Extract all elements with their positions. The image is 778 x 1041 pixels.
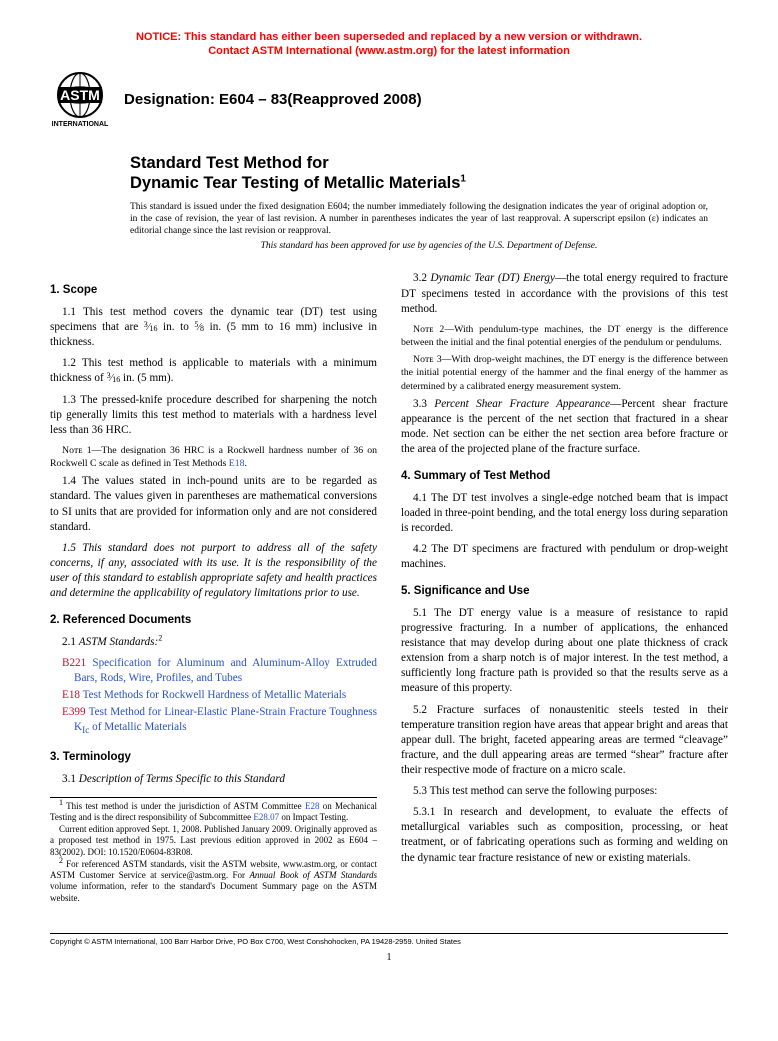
footnote-1: 1 This test method is under the jurisdic… [50, 801, 377, 824]
section-3-head: 3. Terminology [50, 750, 377, 766]
right-column: 3.2 Dynamic Tear (DT) Energy—the total e… [401, 271, 728, 904]
logo-text-bottom: INTERNATIONAL [52, 121, 109, 128]
section-2-head: 2. Referenced Documents [50, 613, 377, 629]
para-1-3: 1.3 The pressed-knife procedure describe… [50, 393, 377, 438]
para-1-2: 1.2 This test method is applicable to ma… [50, 356, 377, 386]
footnote-2: 2 For referenced ASTM standards, visit t… [50, 859, 377, 904]
ref-b221: B221 Specification for Aluminum and Alum… [50, 656, 377, 686]
ref-title-e18[interactable]: Test Methods for Rockwell Hardness of Me… [80, 689, 346, 701]
para-3-3: 3.3 Percent Shear Fracture Appearance—Pe… [401, 397, 728, 457]
note-3: Nᴏᴛᴇ 3—With drop-weight machines, the DT… [401, 353, 728, 393]
link-e28[interactable]: E28 [305, 801, 320, 811]
title-block: Standard Test Method for Dynamic Tear Te… [130, 153, 728, 194]
para-1-1: 1.1 This test method covers the dynamic … [50, 305, 377, 350]
section-5-head: 5. Significance and Use [401, 584, 728, 600]
page-number: 1 [50, 952, 728, 963]
two-column-body: 1. Scope 1.1 This test method covers the… [50, 271, 728, 904]
para-1-4: 1.4 The values stated in inch-pound unit… [50, 474, 377, 534]
issued-statement: This standard is issued under the fixed … [130, 202, 708, 238]
title-line-1: Standard Test Method for [130, 153, 728, 174]
notice-line-2: Contact ASTM International (www.astm.org… [50, 44, 728, 58]
dod-approval-statement: This standard has been approved for use … [130, 241, 728, 251]
note-1: Nᴏᴛᴇ 1—The designation 36 HRC is a Rockw… [50, 444, 377, 470]
section-1-head: 1. Scope [50, 283, 377, 299]
title-line-2: Dynamic Tear Testing of Metallic Materia… [130, 173, 728, 194]
notice-banner: NOTICE: This standard has either been su… [50, 30, 728, 59]
header-row: ASTM INTERNATIONAL Designation: E604 – 8… [50, 71, 728, 129]
ref-e18: E18 Test Methods for Rockwell Hardness o… [50, 688, 377, 703]
ref-code-e399[interactable]: E399 [62, 706, 86, 718]
ref-code-b221[interactable]: B221 [62, 657, 86, 669]
para-2-1: 2.1 ASTM Standards:2 [50, 635, 377, 650]
para-4-2: 4.2 The DT specimens are fractured with … [401, 542, 728, 572]
ref-e399: E399 Test Method for Linear-Elastic Plan… [50, 705, 377, 738]
astm-logo: ASTM INTERNATIONAL [50, 71, 110, 129]
ref-title-e399[interactable]: Test Method for Linear-Elastic Plane-Str… [74, 706, 377, 733]
ref-title-b221[interactable]: Specification for Aluminum and Aluminum-… [74, 657, 377, 684]
copyright-line: Copyright © ASTM International, 100 Barr… [50, 933, 728, 946]
para-1-5: 1.5 This standard does not purport to ad… [50, 541, 377, 601]
para-5-1: 5.1 The DT energy value is a measure of … [401, 606, 728, 697]
footnote-1-edition: Current edition approved Sept. 1, 2008. … [50, 824, 377, 858]
designation-text: Designation: E604 – 83(Reapproved 2008) [124, 91, 422, 108]
note-2: Nᴏᴛᴇ 2—With pendulum-type machines, the … [401, 323, 728, 349]
para-5-3-1: 5.3.1 In research and development, to ev… [401, 805, 728, 865]
logo-text-top: ASTM [60, 87, 100, 103]
link-e28-07[interactable]: E28.07 [253, 812, 279, 822]
para-3-1: 3.1 Description of Terms Specific to thi… [50, 772, 377, 787]
para-5-3: 5.3 This test method can serve the follo… [401, 784, 728, 799]
para-3-2: 3.2 Dynamic Tear (DT) Energy—the total e… [401, 271, 728, 316]
para-4-1: 4.1 The DT test involves a single-edge n… [401, 491, 728, 536]
page-container: NOTICE: This standard has either been su… [0, 0, 778, 983]
left-column: 1. Scope 1.1 This test method covers the… [50, 271, 377, 904]
notice-line-1: NOTICE: This standard has either been su… [50, 30, 728, 44]
footnotes-block: 1 This test method is under the jurisdic… [50, 797, 377, 904]
para-5-2: 5.2 Fracture surfaces of nonaustenitic s… [401, 703, 728, 779]
link-e18-inline[interactable]: E18 [229, 458, 245, 469]
section-4-head: 4. Summary of Test Method [401, 469, 728, 485]
ref-code-e18[interactable]: E18 [62, 689, 80, 701]
